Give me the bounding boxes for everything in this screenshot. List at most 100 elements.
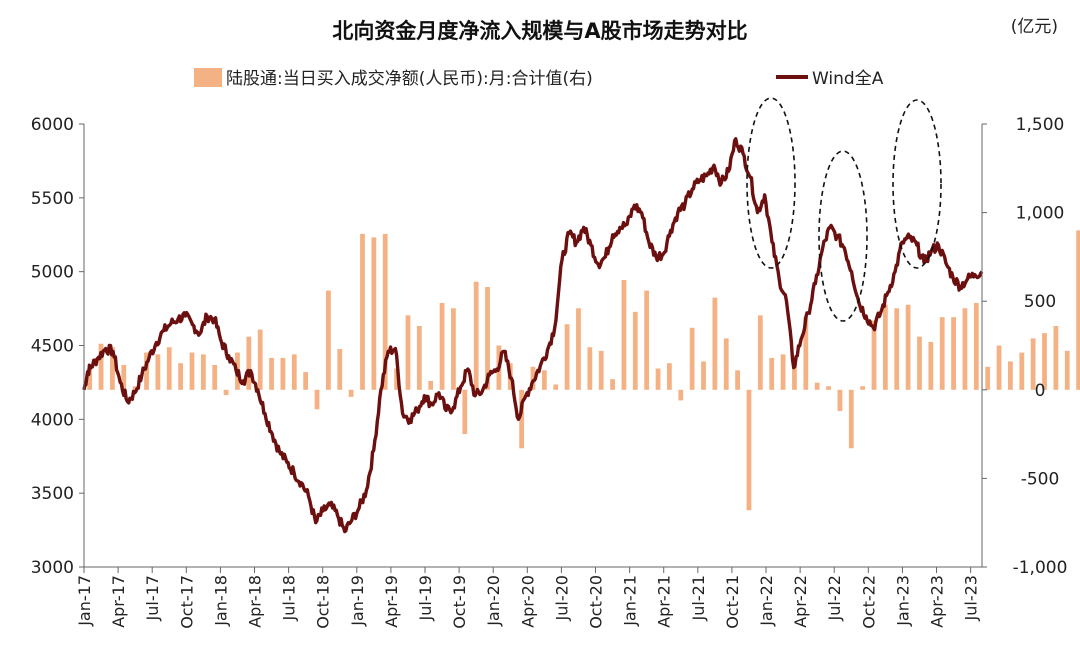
x-tick-label-19: Oct-21 [723,575,742,629]
right-tick-label-3: 500 [1024,292,1056,312]
bar-25 [371,237,377,390]
bar-71 [894,308,900,390]
bar-19 [303,372,309,390]
bar-45 [598,350,604,390]
bar-67 [848,389,854,449]
bar-62 [792,366,797,390]
bar-86 [1064,350,1070,390]
bar-53 [689,327,695,390]
bar-49 [644,290,650,390]
bar-87 [1076,230,1080,390]
x-tick-label-24: Jan-23 [893,575,912,627]
bar-10 [200,354,206,390]
legend-line-label: Wind全A [812,69,884,89]
bar-12 [223,389,229,396]
bar-56 [723,338,729,390]
right-tick-label-4: 1,000 [1016,204,1065,224]
x-tick-label-7: Oct-18 [314,575,333,629]
x-tick-label-3: Oct-17 [177,575,196,629]
bar-65 [826,386,831,390]
bar-82 [1019,352,1025,390]
right-tick-label-1: -500 [1021,469,1060,489]
x-tick-label-2: Jul-17 [143,575,162,621]
bar-14 [246,336,252,390]
bar-80 [996,345,1002,390]
bar-69 [871,320,877,390]
bar-73 [917,336,922,390]
right-tick-label-0: -1,000 [1013,558,1068,578]
bar-74 [928,341,934,390]
x-tick-label-25: Apr-23 [928,575,947,628]
bar-60 [769,357,775,390]
bar-44 [587,347,593,390]
bar-55 [712,297,718,390]
bar-11 [212,364,218,390]
bar-51 [667,363,672,390]
highlight-ellipse-2 [818,150,868,322]
x-tick-label-16: Jan-21 [621,575,640,627]
bar-15 [257,329,263,390]
left-tick-label-5: 5500 [31,189,74,209]
left-tick-label-1: 3500 [31,484,74,504]
bar-16 [269,357,274,390]
x-tick-label-1: Apr-17 [109,575,128,628]
bar-38 [519,389,525,449]
bar-33 [462,389,468,435]
x-tick-label-22: Jul-22 [825,575,844,621]
x-tick-label-26: Jul-23 [962,575,981,621]
legend-bar-swatch [194,68,222,87]
bar-39 [530,366,536,390]
left-tick-label-2: 4000 [31,410,74,430]
bar-35 [485,287,490,390]
bar-28 [405,315,411,390]
bar-1 [98,343,104,390]
right-axis-unit: (亿元) [1011,17,1058,37]
line-series [82,137,984,534]
x-tick-label-23: Oct-22 [859,575,878,629]
bar-70 [882,304,888,390]
bar-23 [348,389,354,397]
bar-61 [780,354,786,390]
legend-bar-label: 陆股通:当日买入成交净额(人民币):月:合计值(右) [226,69,593,89]
x-tick-label-21: Apr-22 [791,575,810,628]
bar-48 [632,311,638,390]
left-tick-label-3: 4500 [31,337,74,357]
bar-81 [1008,361,1013,390]
legend: 陆股通:当日买入成交净额(人民币):月:合计值(右) Wind全A [194,68,884,89]
bar-57 [735,370,740,390]
bar-47 [621,279,627,390]
bar-7 [166,347,172,390]
bar-6 [155,354,161,390]
left-tick-label-6: 6000 [31,115,74,135]
bar-78 [973,302,979,390]
bar-24 [360,233,365,390]
bar-2 [110,347,115,390]
bar-31 [439,302,445,390]
bar-76 [951,317,956,390]
bar-54 [701,361,706,390]
bar-41 [553,384,559,390]
bar-72 [905,304,911,390]
bar-50 [655,368,661,390]
bar-77 [962,308,968,390]
bar-32 [451,308,456,390]
x-tick-label-15: Oct-20 [587,575,606,629]
bar-75 [939,317,945,390]
bar-64 [814,382,820,390]
bar-series [87,230,1080,511]
bar-68 [860,386,866,390]
highlight-ellipse-1 [746,97,796,269]
bar-29 [416,326,422,390]
bar-79 [985,366,991,390]
bar-34 [473,281,479,390]
x-tick-label-18: Jul-21 [689,575,708,621]
bar-22 [337,349,343,390]
bar-66 [837,389,843,412]
bar-8 [178,363,183,390]
annotations [746,97,942,322]
x-tick-label-10: Jul-19 [416,575,435,621]
bar-83 [1030,338,1036,390]
bar-27 [394,368,399,390]
bar-18 [291,354,297,390]
